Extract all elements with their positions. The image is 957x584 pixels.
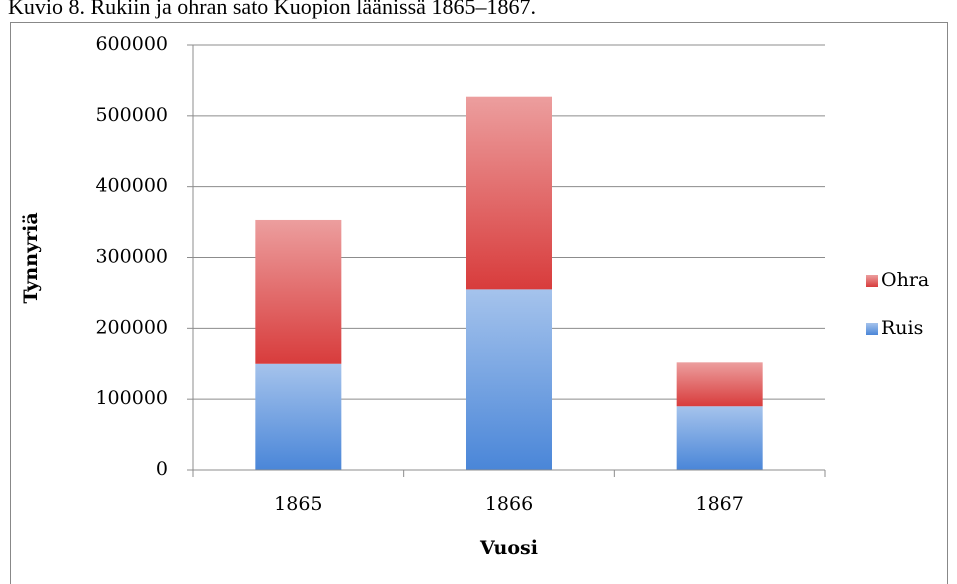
y-tick-label: 400000 <box>95 175 168 197</box>
y-axis-title: Tynnyriä <box>20 212 42 303</box>
legend-swatch <box>866 323 878 335</box>
x-tick-label: 1867 <box>695 493 743 515</box>
x-axis-title: Vuosi <box>479 537 538 559</box>
y-tick-label: 0 <box>156 458 168 480</box>
chart-title: Kuvio 8. Rukiin ja ohran sato Kuopion lä… <box>8 0 536 19</box>
bar-segment <box>255 363 342 470</box>
y-tick-label: 200000 <box>95 316 168 338</box>
bar-segment <box>676 362 763 407</box>
y-tick-label: 600000 <box>95 33 168 55</box>
bar-segment <box>676 406 763 470</box>
bar-segment <box>255 219 342 364</box>
y-tick-label: 500000 <box>95 104 168 126</box>
legend-swatch <box>866 275 878 287</box>
y-tick-label: 100000 <box>95 387 168 409</box>
bar-segment <box>466 96 552 290</box>
legend-label: Ohra <box>881 269 929 291</box>
legend-label: Ruis <box>881 317 923 339</box>
x-tick-label: 1866 <box>485 493 533 515</box>
chart-border <box>10 22 948 584</box>
y-tick-label: 300000 <box>95 246 168 268</box>
x-tick-label: 1865 <box>274 493 322 515</box>
bar-segment <box>466 289 552 470</box>
